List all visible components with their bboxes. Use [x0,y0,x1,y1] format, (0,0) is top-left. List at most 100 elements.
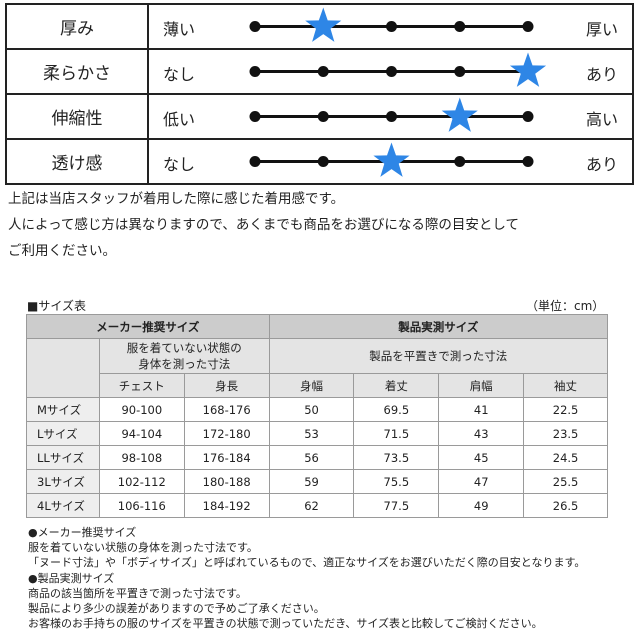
footnote-heading: ●メーカー推奨サイズ [28,526,137,539]
table-cell: 22.5 [523,397,608,422]
table-cell: 56 [268,445,355,470]
scale-low-label: 薄い [163,20,196,39]
scale-svg [249,52,547,87]
table-cell: 53 [268,421,355,446]
footnote-line: 服を着ていない状態の身体を測った寸法です。 [28,541,258,555]
scale-dot [386,66,397,77]
feel-row-sheerness: 透け感 なし あり [5,138,634,185]
feel-label: 透け感 [5,138,149,185]
scale-dot [454,66,466,77]
footnote-line: お客様のお手持ちの服のサイズを平置きの状態で測っていただき、サイズ表と比較してご… [28,617,543,631]
group-header-maker: メーカー推奨サイズ [26,314,270,339]
scale-high-label: 高い [585,110,618,129]
table-cell: 168-176 [183,397,270,422]
table-cell: 184-192 [183,493,270,518]
scale-dot [522,156,534,167]
scale-dot [317,111,329,122]
feel-scale: なし あり [147,48,634,95]
size-table-title: ■サイズ表 [27,299,86,313]
scale-dot [386,21,397,32]
table-cell: 59 [268,469,355,494]
footnote-line: 製品により多少の誤差がありますので予めご了承ください。 [28,602,325,616]
table-cell: 71.5 [353,421,440,446]
table-cell: 43 [438,421,525,446]
group-header-measured: 製品実測サイズ [268,314,609,339]
scale-dot [522,111,534,122]
table-cell: 26.5 [523,493,608,518]
table-cell: 24.5 [523,445,608,470]
feel-notes: 上記は当店スタッフが着用した際に感じた着用感です。 人によって感じ方は異なります… [8,186,519,264]
feel-scale: 低い 高い [147,93,634,140]
rating-star-icon [305,7,342,42]
table-cell: 94-104 [98,421,185,446]
scale-dot [249,66,261,77]
footnote-line: 「ヌード寸法」や「ボディサイズ」と呼ばれているもので、適正なサイズをお選びいただ… [28,556,586,570]
rating-star-icon [441,97,478,132]
scale-svg [249,7,534,42]
measured-sub-header: 製品を平置きで測った寸法 [268,338,609,374]
table-cell: 73.5 [353,445,440,470]
column-header: 袖丈 [523,373,608,398]
size-corner-cell [26,338,100,398]
feel-scale: なし あり [147,138,634,185]
column-header: 身長 [183,373,270,398]
rating-star-icon [509,52,547,87]
scale-high-label: あり [585,155,618,174]
table-cell: 77.5 [353,493,440,518]
scale-dot [249,21,261,32]
table-row: Lサイズ 94-104 172-180 53 71.5 43 23.5 [26,421,608,446]
table-cell: 180-188 [183,469,270,494]
row-size-label: Mサイズ [26,397,100,422]
table-row: 4Lサイズ 106-116 184-192 62 77.5 49 26.5 [26,493,608,518]
scale-svg [249,142,534,177]
column-header: 肩幅 [438,373,525,398]
table-cell: 102-112 [98,469,185,494]
scale-svg [249,97,534,132]
scale-low-label: なし [163,65,196,84]
table-cell: 172-180 [183,421,270,446]
table-cell: 106-116 [98,493,185,518]
table-cell: 50 [268,397,355,422]
table-cell: 47 [438,469,525,494]
table-row: LLサイズ 98-108 176-184 56 73.5 45 24.5 [26,445,608,470]
feel-label: 厚み [5,3,149,50]
note-line: 人によって感じ方は異なりますので、あくまでも商品をお選びになる際の目安として [8,217,519,233]
table-cell: 25.5 [523,469,608,494]
column-header: 身幅 [268,373,355,398]
note-line: 上記は当店スタッフが着用した際に感じた着用感です。 [8,191,345,207]
scale-low-label: なし [163,155,196,174]
feel-table: 厚み 薄い 厚い 柔らかさ なし あり 伸縮性 低い 高い 透け感 なし あり [5,3,634,185]
table-cell: 75.5 [353,469,440,494]
feel-label: 柔らかさ [5,48,149,95]
table-cell: 41 [438,397,525,422]
table-row: Mサイズ 90-100 168-176 50 69.5 41 22.5 [26,397,608,422]
scale-high-label: あり [585,65,618,84]
row-size-label: 4Lサイズ [26,493,100,518]
scale-dot [386,111,397,122]
scale-high-label: 厚い [585,20,618,39]
scale-dot [522,21,534,32]
feel-row-softness: 柔らかさ なし あり [5,48,634,95]
footnote-line: 商品の該当箇所を平置きで測った寸法です。 [28,586,247,600]
table-cell: 62 [268,493,355,518]
table-cell: 69.5 [353,397,440,422]
size-table: メーカー推奨サイズ 製品実測サイズ 服を着ていない状態の 身体を測った寸法 製品を… [26,314,609,518]
scale-dot [454,156,466,167]
note-line: ご利用ください。 [8,243,116,259]
table-cell: 49 [438,493,525,518]
row-size-label: 3Lサイズ [26,469,100,494]
column-header: 着丈 [353,373,440,398]
scale-dot [249,156,261,167]
row-size-label: Lサイズ [26,421,100,446]
feel-row-stretch: 伸縮性 低い 高い [5,93,634,140]
feel-label: 伸縮性 [5,93,149,140]
table-cell: 98-108 [98,445,185,470]
table-cell: 90-100 [98,397,185,422]
footnote-heading: ●製品実測サイズ [28,571,115,585]
row-size-label: LLサイズ [26,445,100,470]
rating-star-icon [373,142,410,177]
scale-dot [249,111,261,122]
size-footnotes: ●メーカー推奨サイズ 服を着ていない状態の身体を測った寸法です。 「ヌード寸法」… [28,525,585,631]
maker-sub-header: 服を着ていない状態の 身体を測った寸法 [98,338,270,374]
scale-dot [317,66,329,77]
